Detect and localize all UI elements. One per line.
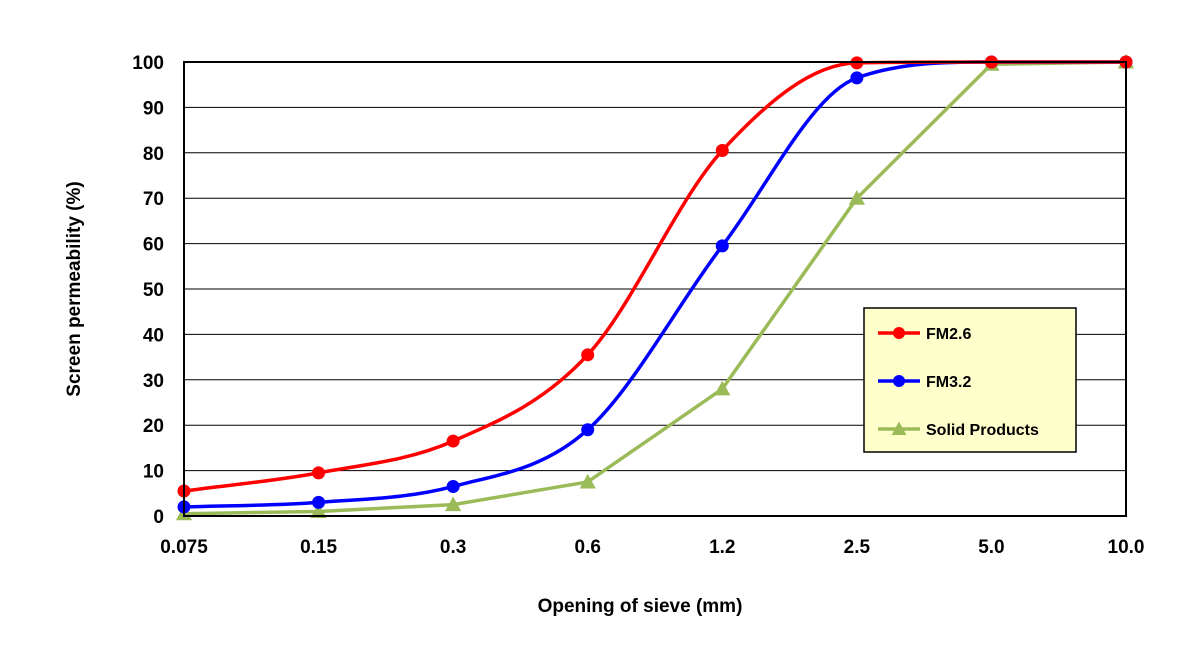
x-tick-label: 0.15 [300,537,337,558]
data-point-fm3-2 [446,479,460,493]
y-tick-label: 20 [143,416,164,437]
x-tick-labels: 0.075 0.15 0.3 0.6 1.2 2.5 5.0 10.0 [160,537,1144,558]
y-tick-label: 100 [132,53,164,74]
y-axis-label: Screen permeability (%) [64,181,85,396]
y-tick-label: 50 [143,280,164,301]
legend-marker-fm2-6 [893,327,905,339]
x-tick-label: 0.3 [440,537,466,558]
y-tick-label: 80 [143,144,164,165]
y-tick-labels: 0 10 20 30 40 50 60 70 80 90 100 [132,53,164,528]
series-line-solid-products [183,60,1127,516]
legend: FM2.6 FM3.2 Solid Products [863,307,1077,453]
y-tick-label: 70 [143,189,164,210]
y-tick-label: 0 [153,507,164,528]
x-tick-label: 5.0 [978,537,1004,558]
data-point-fm3-2 [312,495,326,509]
x-tick-label: 2.5 [844,537,871,558]
legend-marker-solid-products [891,421,907,435]
data-point-fm2-6 [715,144,729,158]
data-point-fm2-6 [312,466,326,480]
data-point-solid-products [714,380,731,396]
data-point-solid-products [848,190,865,205]
data-point-fm3-2 [715,239,729,253]
data-point-solid-products [579,473,596,489]
y-tick-label: 40 [143,325,164,346]
y-tick-label: 30 [143,371,164,392]
legend-label-fm2-6: FM2.6 [926,326,971,343]
legend-label-solid-products: Solid Products [926,422,1039,439]
y-tick-label: 60 [143,235,164,256]
legend-marker-fm3-2 [893,375,905,387]
plot-frame [183,61,1127,517]
x-axis-label: Opening of sieve (mm) [538,596,743,617]
data-point-solid-products [310,503,327,518]
data-point-fm2-6 [446,434,460,448]
data-point-fm2-6 [581,348,595,362]
y-tick-label: 10 [143,462,164,483]
data-point-fm3-2 [850,71,864,85]
legend-label-fm3-2: FM3.2 [926,374,971,391]
y-tick-label: 90 [143,98,164,119]
data-point-solid-products [445,496,462,512]
x-tick-label: 1.2 [709,537,735,558]
x-tick-label: 0.6 [575,537,601,558]
data-point-fm3-2 [581,423,595,437]
x-tick-label: 10.0 [1108,537,1145,558]
x-tick-label: 0.075 [160,537,208,558]
